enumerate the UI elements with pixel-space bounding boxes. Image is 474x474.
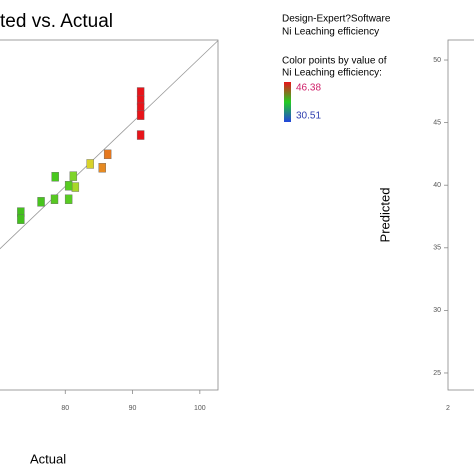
- point: [136, 87, 145, 97]
- point: [136, 130, 145, 140]
- chart-title: ted vs. Actual: [0, 11, 113, 32]
- point: [37, 197, 45, 207]
- x-tick-label: 80: [61, 405, 69, 412]
- point: [64, 194, 73, 204]
- plot-frame: [447, 39, 474, 391]
- point: [50, 194, 59, 204]
- point: [64, 181, 73, 191]
- x-tick-label: 90: [129, 405, 137, 412]
- y-tick-label: 50: [433, 57, 441, 64]
- color-bar: [284, 82, 291, 122]
- x-tick-label: 100: [194, 405, 206, 412]
- y-tick-label: 35: [433, 245, 441, 252]
- point: [69, 171, 78, 181]
- legend-high: 46.38: [296, 83, 321, 94]
- legend-text: Design-Expert?Software: [282, 14, 391, 25]
- legend-text: Ni Leaching efficiency:: [282, 68, 382, 79]
- point: [98, 163, 106, 173]
- legend-text: Color points by value of: [282, 56, 387, 67]
- point: [17, 214, 25, 224]
- legend-low: 30.51: [296, 111, 321, 122]
- legend: Design-Expert?Software Ni Leaching effic…: [282, 14, 391, 122]
- y-tick-label: 25: [433, 370, 441, 377]
- reference-line: [0, 40, 219, 250]
- point: [136, 110, 145, 120]
- x-axis-label: Actual: [30, 451, 66, 466]
- y-tick-label: 45: [433, 119, 441, 126]
- x-tick-label: 2: [446, 405, 450, 412]
- point: [71, 182, 80, 192]
- y-tick-label: 30: [433, 307, 441, 314]
- point: [103, 149, 112, 160]
- legend-text: Ni Leaching efficiency: [282, 27, 379, 38]
- point: [51, 172, 59, 182]
- point: [86, 159, 94, 169]
- plot-frame: [0, 39, 219, 391]
- y-tick-label: 40: [433, 182, 441, 189]
- y-axis-label: Predicted: [377, 188, 392, 243]
